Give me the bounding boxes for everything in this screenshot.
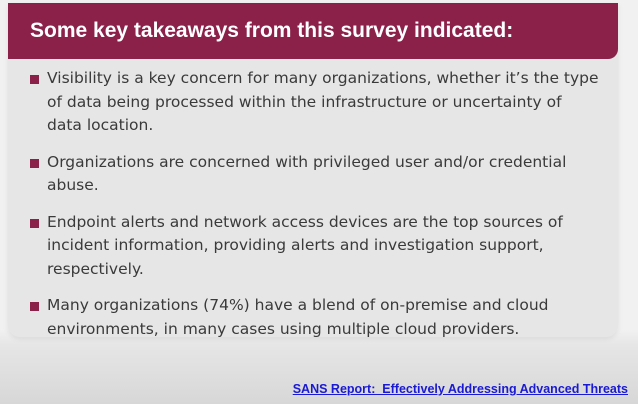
takeaways-card: Some key takeaways from this survey indi… xyxy=(8,3,618,338)
list-item-text: Endpoint alerts and network access devic… xyxy=(47,212,563,278)
sans-report-link[interactable]: SANS Report: Effectively Addressing Adva… xyxy=(292,382,628,396)
card-header: Some key takeaways from this survey indi… xyxy=(8,3,618,59)
list-item-text: Visibility is a key concern for many org… xyxy=(47,69,599,134)
list-item: Many organizations (74%) have a blend of… xyxy=(8,294,618,341)
card-title: Some key takeaways from this survey indi… xyxy=(30,19,514,42)
list-item-text: Many organizations (74%) have a blend of… xyxy=(47,296,549,338)
list-item: Organizations are concerned with privile… xyxy=(8,151,618,198)
square-bullet-icon xyxy=(30,158,39,168)
list-item-text: Organizations are concerned with privile… xyxy=(47,152,567,195)
square-bullet-icon xyxy=(30,75,39,84)
takeaways-list: Visibility is a key concern for many org… xyxy=(8,67,618,354)
list-item: Visibility is a key concern for many org… xyxy=(8,67,618,138)
square-bullet-icon xyxy=(30,218,39,228)
square-bullet-icon xyxy=(30,302,39,311)
list-item: Endpoint alerts and network access devic… xyxy=(8,211,618,282)
